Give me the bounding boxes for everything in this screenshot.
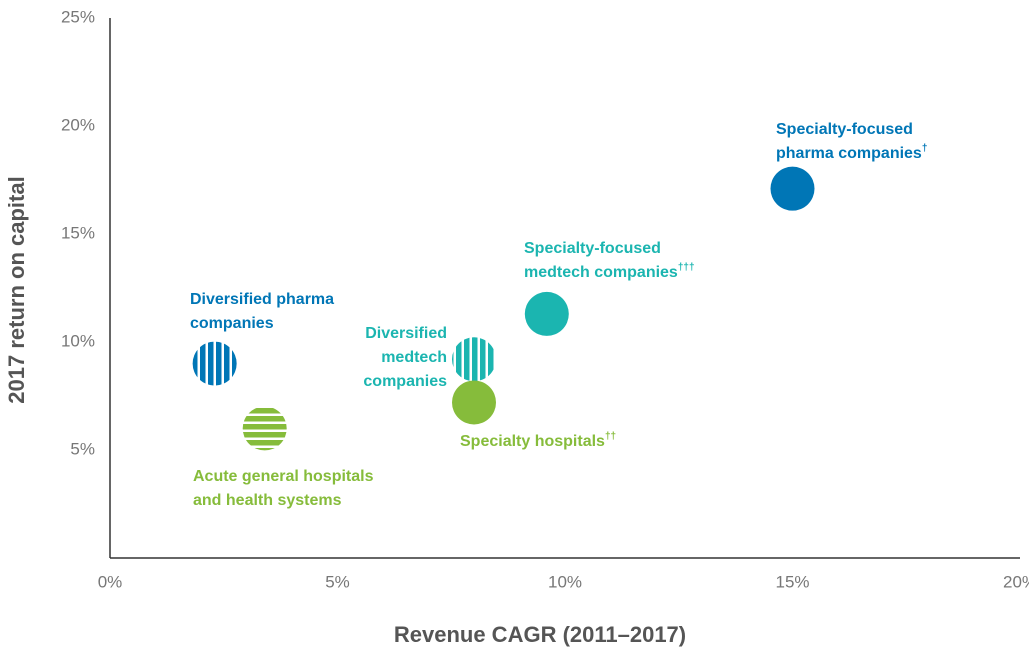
point-label-line: companies: [363, 373, 447, 390]
y-tick-label: 15%: [61, 223, 95, 242]
point-label-line: Diversified: [365, 325, 447, 342]
point-label: Acute general hospitals and health system…: [193, 468, 374, 509]
point-label-superscript: †††: [678, 262, 695, 273]
x-tick-label: 20%: [1003, 572, 1029, 591]
point-label: Specialty hospitals††: [460, 431, 616, 450]
point-label-superscript: †: [922, 143, 928, 154]
point-label-line: Acute general hospitals: [193, 468, 374, 485]
point-label-line: Specialty-focused: [524, 240, 661, 257]
y-tick-label: 20%: [61, 115, 95, 134]
x-tick-label: 15%: [775, 572, 809, 591]
point-label-line: medtech companies: [524, 264, 678, 281]
point-label-line: Specialty-focused: [776, 121, 913, 138]
x-tick-label: 0%: [98, 572, 123, 591]
bubble: [770, 166, 815, 211]
x-tick-label: 10%: [548, 572, 582, 591]
point-label-superscript: ††: [605, 431, 616, 442]
y-tick-label: 25%: [61, 7, 95, 26]
y-tick-label: 5%: [70, 439, 95, 458]
point-label-line: Diversified pharma: [190, 291, 334, 308]
point-label-line: and health systems: [193, 492, 342, 509]
y-tick-label: 10%: [61, 331, 95, 350]
bubble: [524, 291, 569, 336]
point-label-line: companies: [190, 315, 274, 332]
point-label: Diversified medtech companies: [363, 325, 447, 390]
y-axis-title: 2017 return on capital: [4, 176, 29, 403]
point-label: Specialty-focused medtech companies†††: [524, 240, 695, 281]
bubble: [192, 341, 237, 386]
bubble: [452, 380, 496, 425]
point-label: Specialty-focused pharma companies†: [776, 121, 927, 162]
point-label: Diversified pharma companies: [190, 291, 334, 332]
point-label-line: pharma companies: [776, 145, 922, 162]
x-axis-title: Revenue CAGR (2011–2017): [394, 622, 686, 647]
point-label-line: Specialty hospitals: [460, 433, 605, 450]
bubble: [242, 406, 287, 451]
x-tick-label: 5%: [325, 572, 350, 591]
bubble: [452, 337, 496, 382]
point-label-line: medtech: [381, 349, 447, 366]
